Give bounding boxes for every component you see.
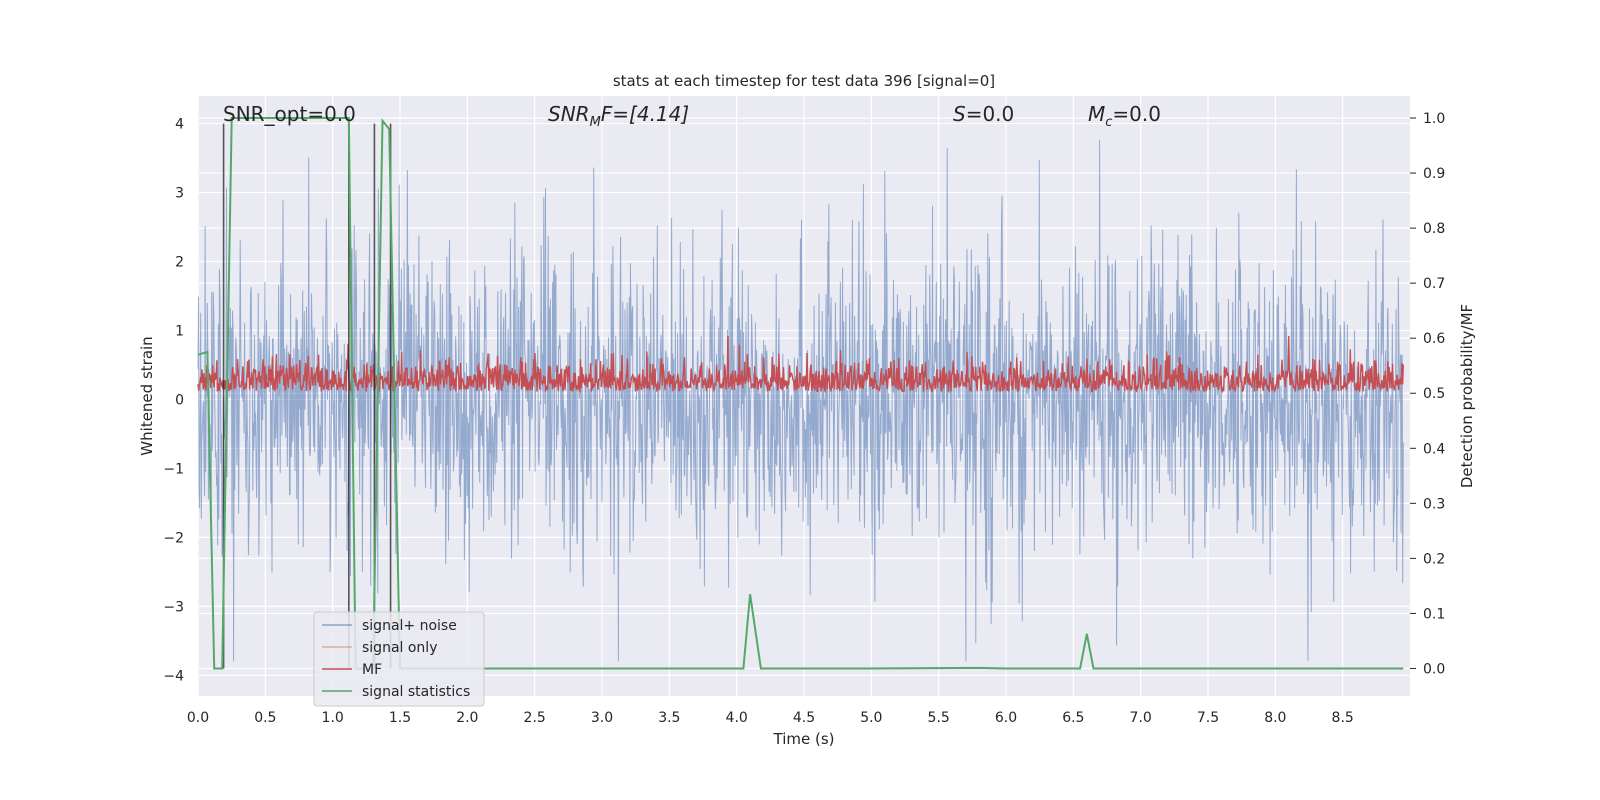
y-right-tick-label: 0.0: [1423, 661, 1445, 677]
annotation-mc-sub: c: [1105, 115, 1112, 130]
annotation-s-main: S: [953, 102, 966, 126]
annotation-snr-mf-tail: F=[4.14]: [601, 102, 689, 126]
legend-label-mf: MF: [362, 662, 382, 678]
grid: [197, 96, 1410, 696]
x-tick-label: 6.0: [995, 710, 1017, 726]
x-tick-label: 4.0: [726, 710, 748, 726]
annotation-snr-mf-sub: M: [590, 115, 601, 130]
y-right-tick-label: 1.0: [1423, 111, 1445, 127]
x-tick-label: 7.0: [1130, 710, 1152, 726]
y-right-tick-label: 0.3: [1423, 496, 1445, 512]
annotation-s: S=0.0: [953, 102, 1014, 126]
legend-label-signal-noise: signal+ noise: [362, 618, 457, 634]
series-signal-noise: [197, 139, 1404, 662]
annotation-mc: Mc=0.0: [1088, 102, 1161, 130]
x-tick-label: 5.0: [860, 710, 882, 726]
series-mf: [197, 335, 1404, 394]
x-tick-label: 7.5: [1197, 710, 1219, 726]
y-right-tick-label: 0.2: [1423, 551, 1445, 567]
y-tick-label: 3: [175, 186, 184, 202]
y-tick-label: −2: [163, 530, 184, 546]
annotation-snr-opt: SNR_opt=0.0: [223, 102, 356, 126]
y-tick-label: −1: [163, 461, 184, 477]
x-tick-label: 1.0: [322, 710, 344, 726]
y-right-axis-label: Detection probability/MF: [1458, 304, 1476, 488]
y-axis-label: Whitened strain: [138, 336, 156, 455]
x-tick-label: 2.5: [524, 710, 546, 726]
y-right-tick-label: 0.6: [1423, 331, 1445, 347]
x-tick-label: 0.0: [187, 710, 209, 726]
x-tick-labels: 0.0 0.5 1.0 1.5 2.0 2.5 3.0 3.5 4.0 4.5 5.0 5.5 6.0 6…: [187, 710, 1354, 726]
annotation-snr-mf-main: SNR: [548, 102, 590, 126]
y-right-tick-label: 0.1: [1423, 606, 1445, 622]
chart-title: stats at each timestep for test data 396…: [613, 72, 995, 90]
y-tick-label: 1: [175, 323, 184, 339]
annotation-mc-main: M: [1088, 102, 1105, 126]
x-tick-label: 1.5: [389, 710, 411, 726]
x-tick-label: 3.5: [658, 710, 680, 726]
y-tick-label: 0: [175, 392, 184, 408]
y-tick-label: 4: [175, 117, 184, 133]
x-tick-label: 8.5: [1332, 710, 1354, 726]
x-tick-label: 6.5: [1062, 710, 1084, 726]
annotation-snr-mf: SNRMF=[4.14]: [548, 102, 689, 130]
annotation-mc-tail: =0.0: [1112, 102, 1161, 126]
x-axis-label: Time (s): [773, 730, 835, 748]
noise-line: [197, 139, 1404, 662]
x-tick-label: 8.0: [1264, 710, 1286, 726]
y-tick-label: 2: [175, 255, 184, 271]
y-tick-labels: 4 3 2 1 0 −1 −2 −3 −4: [163, 117, 184, 685]
y-right-tick-label: 0.7: [1423, 276, 1445, 292]
y-right-tick-label: 0.5: [1423, 386, 1445, 402]
x-tick-label: 0.5: [254, 710, 276, 726]
annotation-s-tail: =0.0: [966, 102, 1015, 126]
y-tick-label: −3: [163, 599, 184, 615]
y-tick-label: −4: [163, 668, 184, 684]
x-tick-label: 4.5: [793, 710, 815, 726]
mf-line: [197, 335, 1404, 394]
legend: signal+ noise signal only MF signal stat…: [313, 611, 485, 707]
legend-label-signal-statistics: signal statistics: [362, 684, 470, 700]
x-tick-label: 2.0: [456, 710, 478, 726]
legend-label-signal-only: signal only: [362, 640, 437, 656]
x-tick-label: 5.5: [928, 710, 950, 726]
legend-box: [313, 611, 485, 707]
y-right-tick-label: 0.8: [1423, 221, 1445, 237]
y-right-tick-label: 0.9: [1423, 166, 1445, 182]
x-tick-label: 3.0: [591, 710, 613, 726]
y-right-tick-labels: 1.0 0.9 0.8 0.7 0.6 0.5 0.4 0.3 0.2 0.1 0.0: [1410, 111, 1445, 677]
y-right-tick-label: 0.4: [1423, 441, 1445, 457]
